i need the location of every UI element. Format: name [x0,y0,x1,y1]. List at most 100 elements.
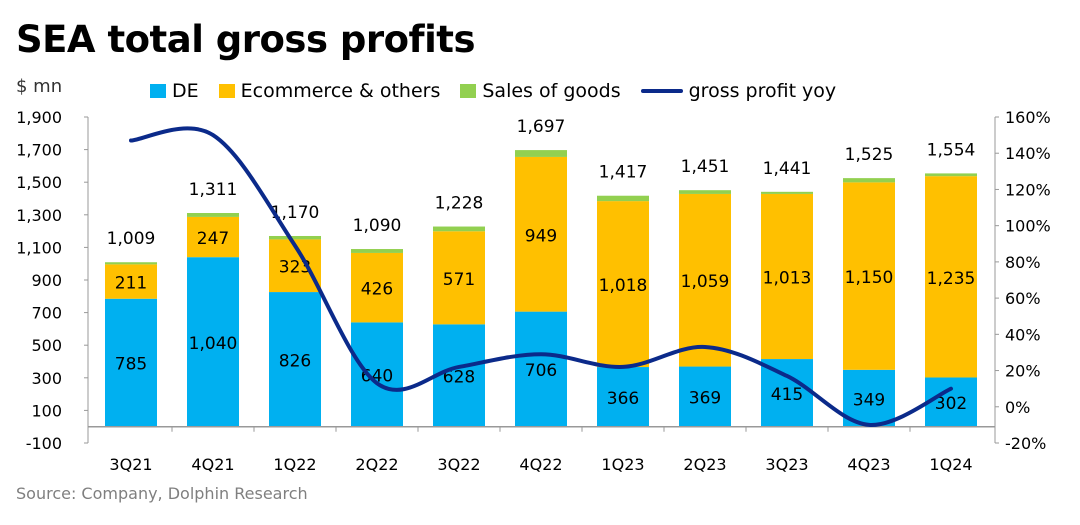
total-label: 1,417 [599,163,648,183]
bar-sales [679,190,731,194]
bar-sales [433,226,485,232]
bar-sales [105,262,157,265]
y-tick-label: 300 [31,369,62,388]
total-label: 1,525 [845,145,894,165]
data-label: 366 [607,389,639,409]
data-label: 1,059 [681,272,730,292]
legend-label: Ecommerce & others [240,80,441,102]
bar-de [433,324,485,427]
y-tick-label: 1,100 [16,238,62,257]
data-label: 426 [361,280,393,300]
data-label: 1,013 [763,268,812,288]
y-tick-label: 1,300 [16,206,62,225]
total-label: 1,451 [681,157,730,177]
y-tick-label: 700 [31,304,62,323]
x-tick-label: 4Q22 [519,455,562,474]
y2-tick-label: 100% [1005,217,1051,236]
y2-tick-label: 140% [1005,144,1051,163]
y2-tick-label: 0% [1005,398,1030,417]
data-label: 1,150 [845,268,894,288]
bar-ecommerce [515,156,567,312]
data-label: 211 [115,274,147,294]
total-label: 1,697 [517,117,566,137]
bar-de [925,377,977,427]
legend-label: gross profit yoy [688,80,837,102]
legend-line [640,89,683,93]
bar-sales [515,150,567,157]
bar-de [679,366,731,427]
bar-ecommerce [105,264,157,299]
y2-tick-label: 40% [1005,325,1041,344]
total-label: 1,090 [353,216,402,236]
data-label: 1,018 [599,276,648,296]
bar-sales [187,213,239,217]
y-tick-label: 1,500 [16,173,62,192]
data-label: 640 [361,367,393,387]
legend-swatch [150,84,166,98]
total-label: 1,228 [435,194,484,214]
x-tick-label: 1Q22 [273,455,316,474]
y2-tick-label: 60% [1005,289,1041,308]
bar-ecommerce [187,216,239,258]
legend-swatch [218,84,235,98]
bar-de [351,322,403,427]
data-label: 628 [443,368,475,388]
data-label: 826 [279,351,311,371]
legend-swatch [460,84,477,98]
y2-tick-label: 120% [1005,180,1051,199]
bar-de [187,257,239,427]
x-tick-label: 4Q23 [847,455,890,474]
legend-item-yoy: gross profit yoy [640,80,837,102]
bar-de [515,311,567,427]
x-tick-label: 1Q24 [929,455,972,474]
total-label: 1,441 [763,159,812,179]
bar-ecommerce [761,193,813,360]
data-label: 706 [525,361,557,381]
y-tick-label: 1,700 [16,141,62,160]
total-label: 1,311 [189,180,238,200]
data-label: 302 [935,394,967,414]
data-label: 1,235 [927,269,976,289]
y2-tick-label: 80% [1005,253,1041,272]
legend: DE Ecommerce & others Sales of goods gro… [150,80,856,102]
data-label: 785 [115,355,147,375]
y2-tick-label: 20% [1005,362,1041,381]
bar-de [269,292,321,427]
y-tick-label: 500 [31,336,62,355]
bar-de [597,367,649,427]
bar-sales [925,173,977,177]
x-tick-label: 1Q23 [601,455,644,474]
x-tick-label: 3Q23 [765,455,808,474]
total-label: 1,170 [271,203,320,223]
bar-de [843,369,895,427]
y2-tick-label: 160% [1005,108,1051,127]
data-label: 415 [771,385,803,405]
bar-sales [351,249,403,253]
data-label: 949 [525,226,557,246]
bar-de [761,359,813,427]
bar-sales [761,191,813,194]
bar-sales [269,235,321,240]
data-label: 349 [853,390,885,410]
x-tick-label: 2Q23 [683,455,726,474]
legend-label: DE [172,80,199,102]
source-note: Source: Company, Dolphin Research [16,484,308,503]
bar-sales [597,195,649,202]
x-tick-label: 3Q21 [109,455,152,474]
chart-title: SEA total gross profits [16,18,476,61]
data-label: 247 [197,229,229,249]
bar-ecommerce [433,231,485,325]
legend-label: Sales of goods [482,80,621,102]
total-label: 1,554 [927,140,976,160]
legend-item-ecommerce: Ecommerce & others [218,80,441,102]
legend-item-de: DE [150,80,199,102]
y-tick-label: 1,900 [16,108,62,127]
bar-de [105,298,157,427]
y2-tick-label: -20% [1005,434,1046,453]
bar-ecommerce [925,176,977,378]
bar-ecommerce [843,182,895,370]
data-label: 571 [443,270,475,290]
y-tick-label: 100 [31,401,62,420]
y-tick-label: -100 [26,434,62,453]
